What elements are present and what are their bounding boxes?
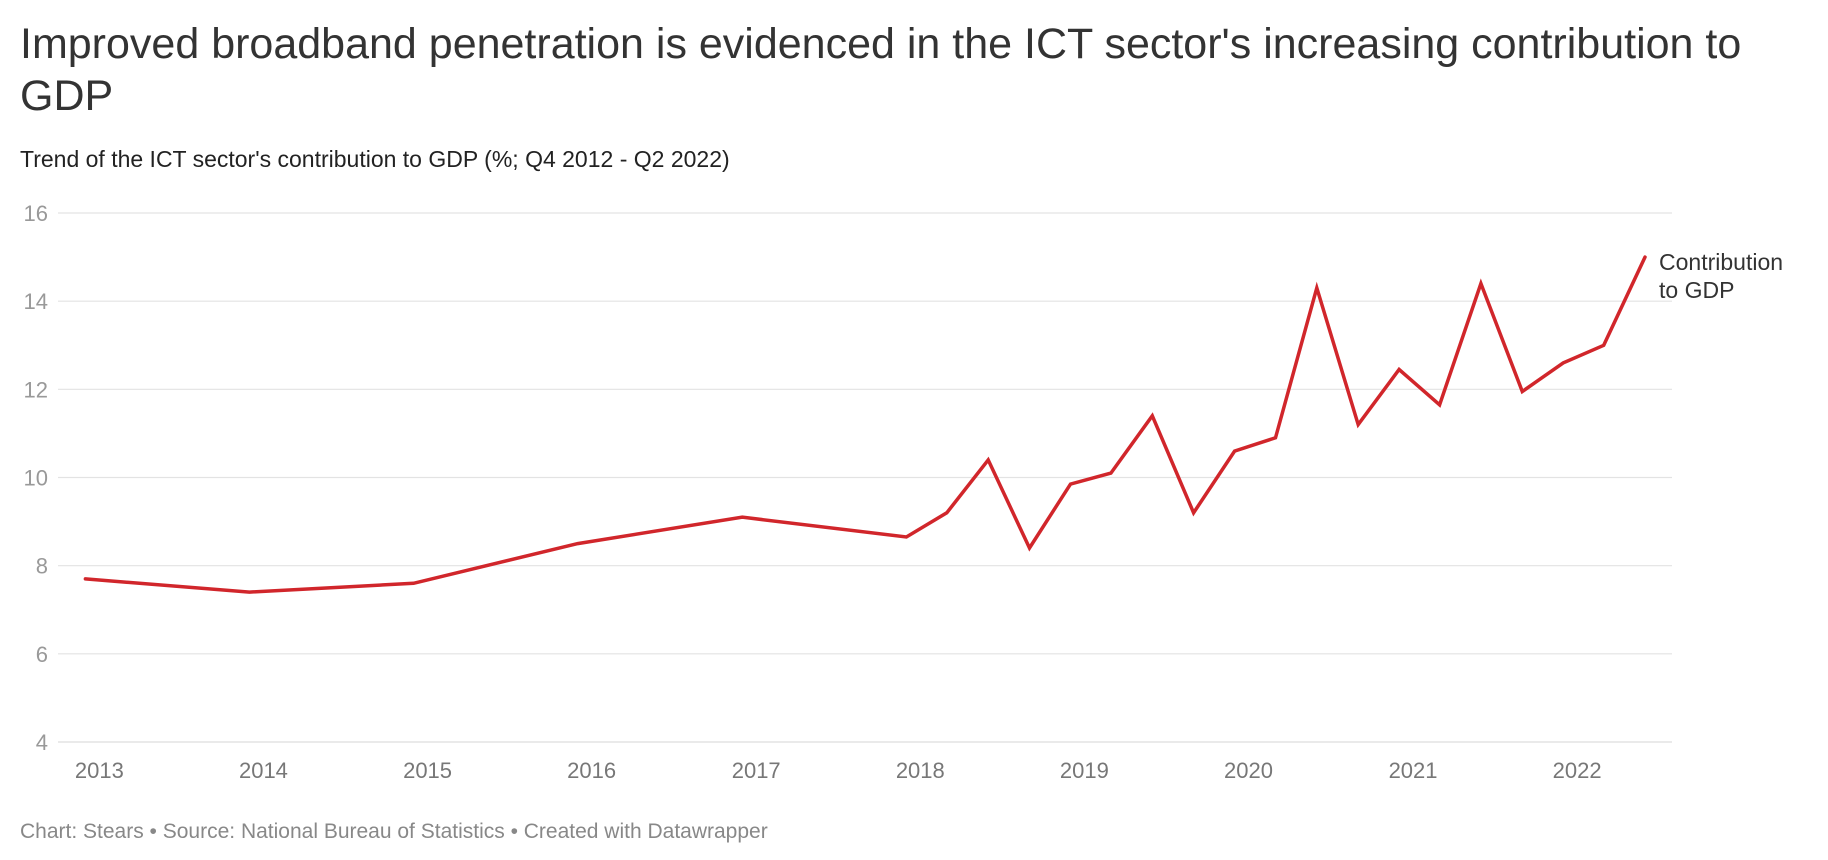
y-tick-label: 10 [24, 466, 48, 491]
x-tick-label: 2014 [239, 758, 288, 783]
x-tick-label: 2016 [567, 758, 616, 783]
series-end-label-line: to GDP [1659, 277, 1734, 303]
x-tick-label: 2013 [75, 758, 124, 783]
chart-footer: Chart: Stears • Source: National Bureau … [20, 820, 768, 843]
y-tick-label: 8 [36, 554, 48, 579]
x-tick-label: 2015 [403, 758, 452, 783]
series-end-label-line: Contribution [1659, 249, 1783, 275]
y-tick-label: 6 [36, 642, 48, 667]
y-tick-label: 12 [24, 377, 48, 402]
series-layer [83, 255, 1647, 594]
y-tick-label: 14 [24, 289, 48, 314]
x-tick-label: 2019 [1060, 758, 1109, 783]
x-tick-label: 2022 [1553, 758, 1602, 783]
chart-title: Improved broadband penetration is eviden… [20, 20, 1742, 120]
series-labels: Contribution to GDP [1659, 249, 1783, 303]
y-axis-ticks: 4 6 8 10 12 14 16 [24, 201, 48, 755]
y-tick-label: 16 [24, 201, 48, 226]
x-tick-label: 2018 [896, 758, 945, 783]
y-tick-label: 4 [36, 730, 48, 755]
series-line-contribution-to-gdp [83, 255, 1647, 594]
x-tick-label: 2017 [732, 758, 781, 783]
x-tick-label: 2020 [1224, 758, 1273, 783]
chart-subtitle: Trend of the ICT sector's contribution t… [20, 146, 730, 172]
x-axis-ticks: 2013 2014 2015 2016 2017 2018 2019 2020 2021 2022 [75, 758, 1602, 783]
x-tick-label: 2021 [1389, 758, 1438, 783]
series-end-label: Contribution to GDP [1659, 249, 1783, 303]
gridlines [58, 212, 1672, 743]
